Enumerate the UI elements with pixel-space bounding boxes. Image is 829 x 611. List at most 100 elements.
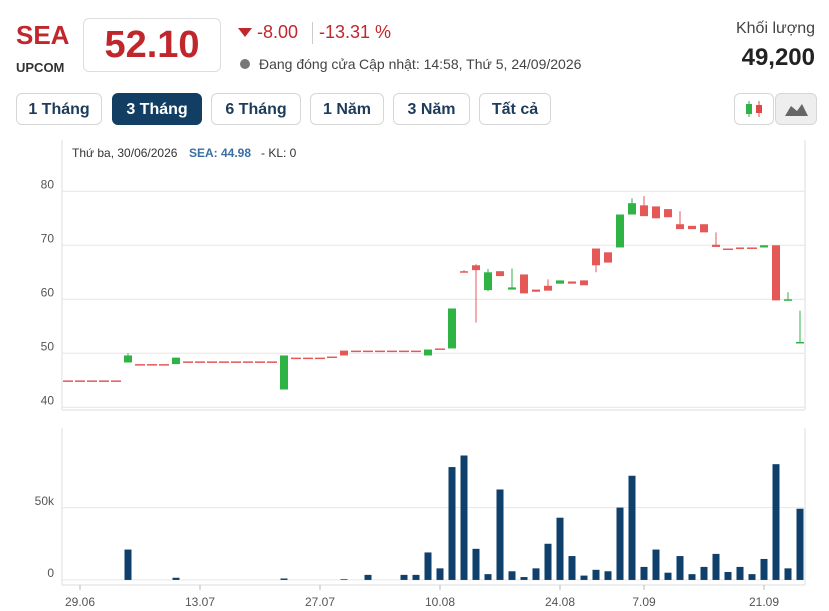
candle-body (628, 203, 636, 215)
candle-toggle[interactable] (734, 93, 774, 125)
candle-body (544, 285, 552, 291)
volume: 49,200 (741, 44, 815, 71)
candle-body (700, 224, 708, 233)
volume-bar (784, 568, 792, 580)
tooltip-volume: - KL: 0 (261, 146, 297, 160)
x-tick-label: 29.06 (65, 595, 95, 609)
volume-bar (544, 543, 552, 580)
candle-body (736, 247, 744, 250)
status-dot (240, 59, 250, 69)
symbol: SEA (16, 20, 70, 50)
candle-body (267, 361, 277, 363)
candle-body (315, 357, 325, 360)
volume-bar (604, 571, 612, 580)
volume-bar (772, 464, 780, 580)
candle-body (207, 361, 217, 363)
candle-body (99, 380, 109, 382)
candle-body (327, 356, 337, 359)
volume-bar (532, 568, 540, 580)
candle-body (580, 280, 588, 286)
candle-body (496, 271, 504, 277)
candle-body (363, 350, 373, 353)
candle-body (472, 265, 480, 271)
candle-body (652, 206, 660, 219)
candle-body (75, 380, 85, 382)
candle-body (387, 350, 397, 353)
candle-body (532, 289, 540, 292)
candle-icon (746, 101, 762, 117)
candle-body (243, 361, 253, 363)
candle-body (556, 280, 564, 284)
volume-bar (748, 574, 756, 580)
volume-bar (760, 558, 768, 580)
divider (312, 22, 313, 44)
volume-bar (508, 571, 516, 580)
volume-bar (556, 517, 564, 580)
x-tick-label: 10.08 (425, 595, 455, 609)
volume-bar (412, 574, 420, 580)
volume-bar (616, 507, 624, 580)
price: 52.10 (83, 18, 221, 72)
candle-body (63, 380, 73, 382)
candle-body (520, 274, 528, 294)
volume-bar (340, 579, 348, 580)
candle-body (747, 247, 757, 249)
candle-body (616, 214, 624, 248)
tab[interactable]: Tất cả (479, 93, 551, 125)
candle-body (291, 357, 301, 360)
y-tick-label: 60 (41, 285, 55, 299)
candle-body (231, 361, 241, 363)
candle-body (664, 209, 672, 218)
x-tick-label: 7.09 (632, 595, 656, 609)
volume-bar (724, 571, 732, 580)
candle-body (87, 380, 97, 382)
updated: Cập nhật: 14:58, Thứ 5, 24/09/2026 (359, 56, 582, 72)
change-percent: -13.31 % (319, 22, 392, 42)
volume-bar (460, 455, 468, 580)
volume-bar (676, 556, 684, 580)
volume-bar (712, 553, 720, 580)
y-tick-label: 70 (41, 231, 55, 245)
candle-body (604, 252, 612, 263)
volume-bar (400, 574, 408, 580)
volume-bar (664, 572, 672, 580)
candle-body (760, 245, 768, 248)
volume-bar (424, 552, 432, 580)
area-icon (785, 104, 808, 116)
volume-bar (448, 467, 456, 580)
candle-body (460, 271, 468, 273)
tab[interactable]: 1 Tháng (16, 93, 102, 125)
candle-body (172, 357, 180, 365)
tooltip-price: SEA: 44.98 (189, 146, 251, 160)
x-tick-label: 21.09 (749, 595, 779, 609)
candle-body (411, 350, 421, 353)
volume-bar (172, 577, 180, 580)
x-tick-label: 27.07 (305, 595, 335, 609)
candle-body (303, 357, 313, 360)
candle-body (772, 245, 780, 301)
candle-body (219, 361, 229, 363)
y-tick-label: 50k (35, 494, 55, 508)
y-tick-label: 40 (41, 393, 55, 407)
change: -8.00 (257, 22, 299, 42)
volume-bar (568, 556, 576, 580)
candle-body (712, 244, 720, 247)
volume-label: Khối lượng (735, 20, 815, 37)
tab[interactable]: 6 Tháng (211, 93, 301, 125)
tab[interactable]: 3 Tháng (112, 93, 202, 125)
volume-bar (736, 566, 744, 580)
x-tick-label: 24.08 (545, 595, 575, 609)
volume-bar (124, 549, 132, 580)
volume-bar (496, 489, 504, 580)
candle-body (688, 225, 696, 230)
tab[interactable]: 3 Năm (393, 93, 470, 125)
candle-body (796, 341, 804, 344)
candle-body (124, 355, 132, 363)
tab[interactable]: 1 Năm (310, 93, 384, 125)
volume-bar (364, 574, 372, 580)
candle-body (640, 205, 648, 217)
area-toggle[interactable] (775, 93, 817, 125)
candle-body (424, 349, 432, 356)
candle-body (183, 361, 193, 363)
